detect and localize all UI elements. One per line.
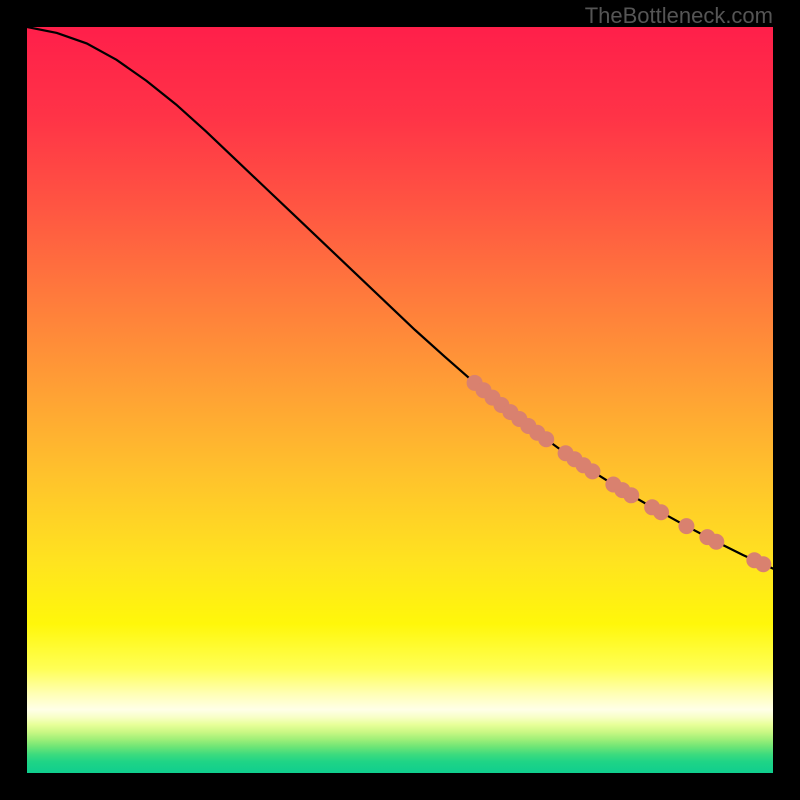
data-dot <box>584 463 600 479</box>
data-dots <box>467 375 772 572</box>
data-dot <box>623 487 639 503</box>
data-dot <box>755 556 771 572</box>
data-dot <box>538 431 554 447</box>
stage: TheBottleneck.com <box>0 0 800 800</box>
data-dot <box>708 534 724 550</box>
curve-line <box>27 27 773 569</box>
data-dot <box>653 504 669 520</box>
plot-area <box>27 27 773 773</box>
watermark-text: TheBottleneck.com <box>585 3 773 29</box>
chart-svg <box>27 27 773 773</box>
data-dot <box>678 518 694 534</box>
